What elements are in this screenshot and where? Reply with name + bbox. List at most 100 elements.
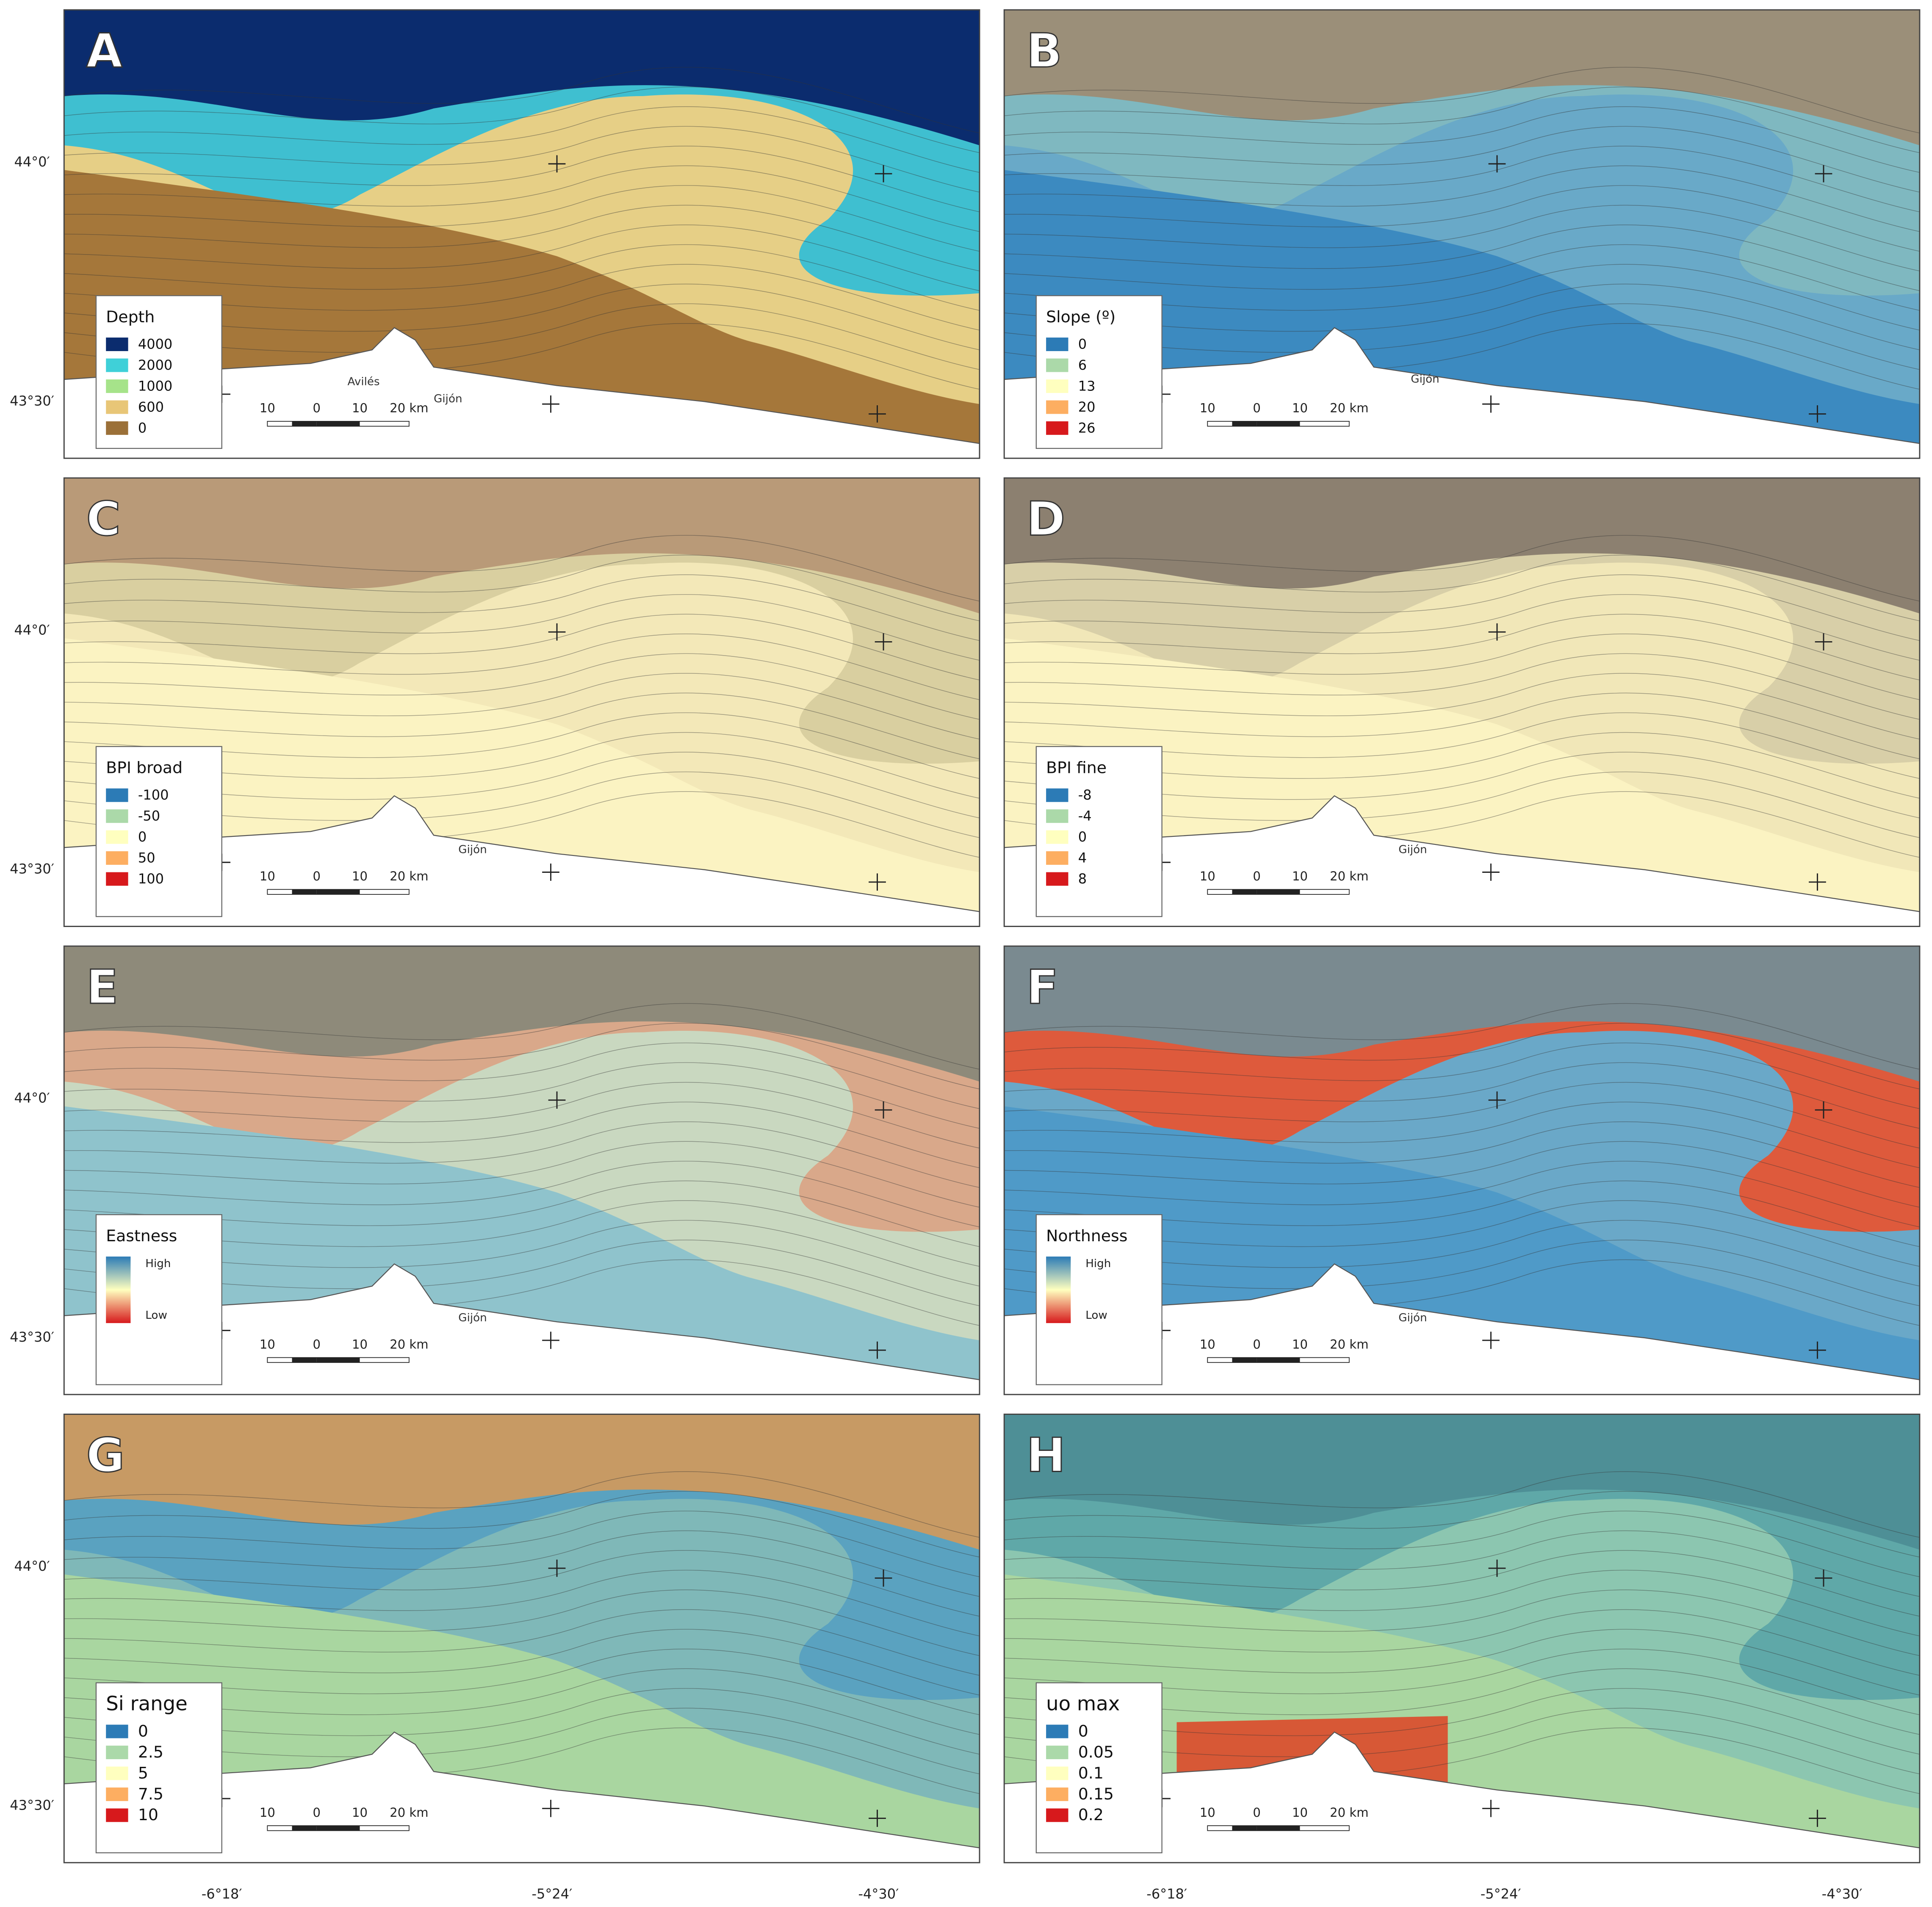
contour	[64, 712, 980, 779]
graticule-cross	[1815, 1101, 1832, 1119]
contour	[1004, 1200, 1920, 1267]
contour	[64, 224, 980, 291]
legend-swatch	[106, 1808, 128, 1822]
contour	[64, 1688, 980, 1755]
contour	[64, 264, 980, 331]
contour	[64, 1200, 980, 1267]
contour	[64, 1649, 980, 1715]
scale-bar-seg	[1232, 1357, 1257, 1363]
legend-label: High	[145, 1257, 171, 1270]
legend-label: Low	[1085, 1309, 1107, 1322]
legend-label: 8	[1078, 871, 1087, 887]
scale-label: 20 km	[390, 1805, 428, 1820]
legend-label: 0.1	[1078, 1763, 1104, 1782]
map	[1004, 478, 1920, 927]
contour	[1004, 283, 1920, 350]
legend: BPI broad -100 -50 0 50 100	[95, 746, 222, 917]
graticule-cross	[1815, 633, 1832, 650]
map-panel: B Gijón 10 0 10 20 km Slope (º) 0 6 13 20 26	[1003, 9, 1921, 459]
contour	[64, 1121, 980, 1188]
contour	[64, 732, 980, 799]
scale-label: 20 km	[1330, 869, 1368, 883]
legend-label: 0	[1078, 336, 1087, 352]
longitude-label: -4°30′	[1822, 1886, 1863, 1902]
panel-frame	[1003, 477, 1921, 927]
legend-swatch	[1046, 809, 1068, 823]
contour	[1004, 244, 1920, 311]
graticule-cross	[875, 1101, 892, 1119]
contour	[64, 771, 980, 838]
legend-swatch	[106, 830, 128, 844]
contour	[1004, 106, 1920, 173]
graticule-cross	[875, 633, 892, 650]
latitude-label: 44°0′	[14, 154, 50, 170]
scale-bar-seg	[1257, 421, 1300, 426]
graticule-cross	[548, 623, 566, 641]
legend-swatch	[1046, 788, 1068, 802]
contour	[1004, 752, 1920, 819]
contour	[1004, 1121, 1920, 1188]
graticule-cross	[1482, 395, 1500, 413]
panel-frame	[63, 945, 980, 1395]
scale-label: 0	[313, 1337, 321, 1352]
latitude-label: 43°30′	[10, 1797, 54, 1813]
legend-swatch	[1046, 872, 1068, 886]
contour	[1004, 224, 1920, 291]
graticule-cross	[548, 1091, 566, 1109]
contour	[1004, 732, 1920, 799]
map-panel: D Gijón 10 0 10 20 km BPI fine -8 -4 0 4 8	[1003, 477, 1921, 927]
contour	[1004, 1550, 1920, 1617]
legend-label: High	[1085, 1257, 1111, 1270]
legend-title: Slope (º)	[1046, 307, 1115, 326]
contour	[64, 594, 980, 661]
contour	[64, 205, 980, 271]
contour	[64, 1550, 980, 1617]
legend-swatch	[106, 379, 128, 393]
contour	[64, 165, 980, 232]
contour	[64, 1491, 980, 1558]
contour	[1004, 1023, 1920, 1090]
scale-label: 10	[260, 1805, 275, 1820]
legend-swatch	[1046, 1724, 1068, 1738]
longitude-label: -5°24′	[531, 1886, 572, 1902]
legend-ramp	[1046, 1257, 1071, 1323]
contour	[1004, 1042, 1920, 1109]
legend-label: 1000	[138, 378, 172, 394]
graticule-cross	[1482, 864, 1500, 881]
legend-swatch	[1046, 1787, 1068, 1801]
scale-label: 20 km	[1330, 1337, 1368, 1352]
scale-label: 10	[1292, 1805, 1308, 1820]
legend: Depth 4000 2000 1000 600 0	[95, 295, 222, 449]
legend-swatch	[106, 1766, 128, 1780]
contour	[1004, 1649, 1920, 1715]
panel-letter: C	[86, 492, 121, 547]
scale-bar-seg	[316, 421, 360, 426]
contour	[64, 1240, 980, 1306]
contour	[64, 1180, 980, 1247]
contour	[64, 752, 980, 819]
legend-label: 50	[138, 850, 155, 866]
contour	[64, 634, 980, 700]
latitude-label: 44°0′	[14, 1558, 50, 1574]
place-label: Gijón	[1411, 373, 1439, 385]
legend-swatch	[106, 400, 128, 414]
panel-frame	[63, 9, 980, 459]
scale-label: 0	[313, 401, 321, 415]
panel-frame	[1003, 9, 1921, 459]
graticule-cross	[548, 1559, 566, 1577]
legend-swatch	[1046, 358, 1068, 372]
scale-bar-seg	[292, 1357, 317, 1363]
legend-swatch	[106, 1724, 128, 1738]
contour	[1004, 264, 1920, 331]
contour	[64, 673, 980, 740]
contour	[64, 692, 980, 759]
graticule-cross	[1488, 155, 1506, 173]
contour	[1004, 303, 1920, 370]
contour	[64, 185, 980, 252]
panel-letter: D	[1027, 492, 1066, 547]
scale-label: 0	[313, 869, 321, 883]
contour	[1004, 574, 1920, 641]
panel-frame	[63, 477, 980, 927]
